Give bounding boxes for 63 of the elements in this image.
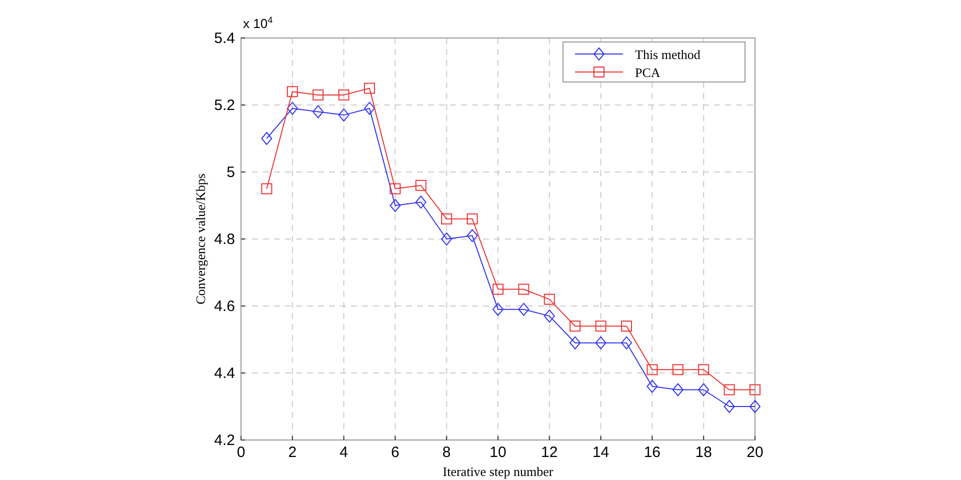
point bbox=[750, 384, 760, 396]
y-tick-label: 5.2 bbox=[214, 97, 235, 114]
point bbox=[466, 229, 478, 242]
point bbox=[364, 102, 375, 115]
x-tick-label: 12 bbox=[541, 444, 558, 461]
point bbox=[312, 89, 324, 100]
x-tick-label: 18 bbox=[695, 444, 712, 461]
point bbox=[570, 320, 581, 332]
point bbox=[672, 383, 684, 396]
point bbox=[261, 132, 272, 145]
x-tick-label: 2 bbox=[288, 444, 297, 461]
x-axis-title: Iterative step number bbox=[442, 464, 554, 479]
legend-label: This method bbox=[635, 47, 701, 62]
y-tick-label: 4.4 bbox=[214, 365, 235, 382]
x-tick-label: 8 bbox=[442, 444, 451, 461]
point bbox=[286, 86, 298, 98]
point bbox=[518, 302, 530, 316]
point bbox=[724, 384, 735, 396]
point bbox=[286, 102, 298, 115]
point bbox=[621, 336, 632, 350]
y-tick-label: 4.6 bbox=[214, 298, 235, 315]
x-tick-label: 16 bbox=[644, 444, 661, 461]
x-tick-label: 4 bbox=[340, 444, 348, 461]
y-tick-label: 4.8 bbox=[214, 231, 235, 248]
point bbox=[570, 336, 581, 350]
y-tick-label: 5.4 bbox=[214, 30, 235, 47]
y-tick-label: 4.2 bbox=[214, 432, 235, 449]
x-tick-label: 14 bbox=[592, 444, 610, 461]
point bbox=[441, 213, 452, 224]
point bbox=[518, 284, 530, 295]
point bbox=[646, 380, 658, 393]
point bbox=[492, 302, 504, 316]
x-tick-label: 0 bbox=[236, 444, 246, 461]
point bbox=[544, 310, 555, 323]
y-tick-label: 5 bbox=[226, 164, 235, 181]
point bbox=[441, 232, 452, 246]
point bbox=[646, 364, 658, 376]
point bbox=[544, 294, 555, 305]
point bbox=[338, 89, 350, 100]
y-axis-title: Convergence value/Kbps bbox=[193, 174, 208, 304]
point bbox=[698, 364, 710, 376]
x-tick-label: 20 bbox=[746, 444, 764, 461]
point bbox=[621, 320, 632, 332]
text: x 10$^{4}$ bbox=[243, 15, 273, 31]
point bbox=[672, 364, 684, 376]
point bbox=[698, 383, 710, 396]
x-tick-label: 10 bbox=[490, 444, 506, 461]
point bbox=[415, 196, 426, 209]
x-tick-label: 6 bbox=[391, 444, 400, 461]
point bbox=[390, 199, 401, 212]
point bbox=[415, 180, 426, 191]
point bbox=[338, 108, 350, 122]
point bbox=[261, 183, 272, 194]
point bbox=[724, 400, 735, 413]
point bbox=[595, 336, 606, 350]
point bbox=[492, 284, 504, 295]
point bbox=[595, 320, 606, 332]
point bbox=[750, 400, 760, 413]
point bbox=[312, 105, 324, 118]
point bbox=[364, 82, 375, 94]
point bbox=[390, 183, 401, 194]
point bbox=[466, 213, 478, 224]
legend-label: PCA bbox=[635, 65, 661, 80]
